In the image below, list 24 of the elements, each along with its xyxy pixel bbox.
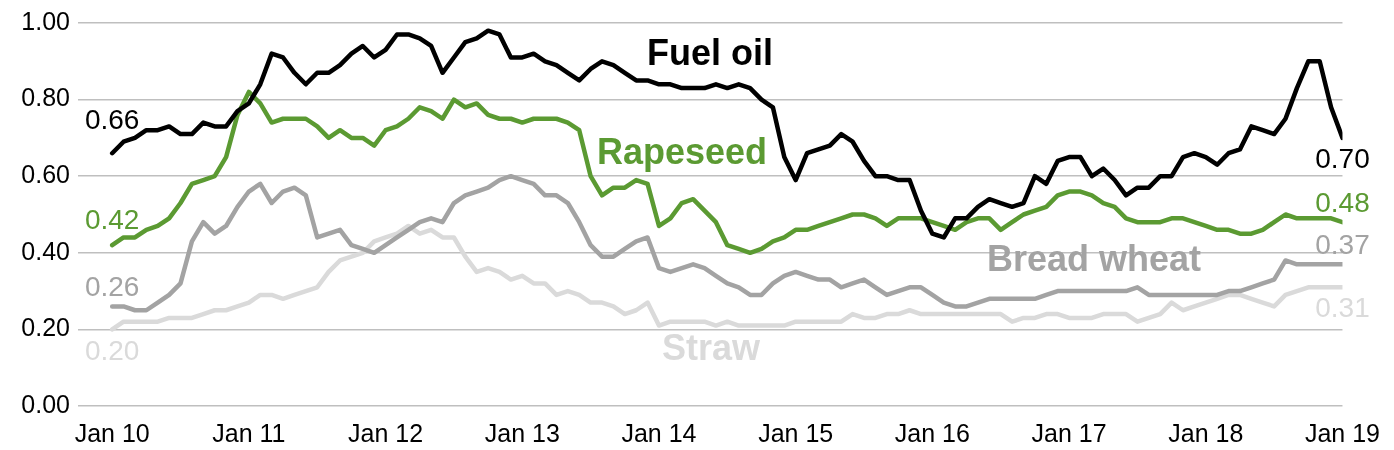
x-tick-label: Jan 17 [1031, 418, 1107, 447]
x-tick-label: Jan 15 [758, 418, 834, 447]
y-tick-label: 0.60 [21, 160, 70, 189]
data-label: 0.48 [1315, 187, 1370, 219]
data-label: 0.66 [84, 104, 140, 136]
x-tick-label: Jan 13 [484, 418, 560, 447]
data-label: 0.26 [84, 271, 140, 303]
x-tick-label: Jan 19 [1304, 418, 1380, 447]
x-tick-label: Jan 10 [74, 418, 150, 447]
x-tick-label: Jan 16 [894, 418, 970, 447]
y-tick-label: 1.00 [21, 6, 70, 35]
x-tick-label: Jan 12 [348, 418, 424, 447]
data-label: 0.42 [84, 204, 140, 236]
x-tick-label: Jan 14 [621, 418, 697, 447]
data-label: 0.70 [1315, 143, 1370, 175]
x-tick-label: Jan 18 [1168, 418, 1244, 447]
series-label: Fuel oil [647, 31, 773, 73]
y-tick-label: 0.40 [21, 236, 70, 265]
data-label: 0.37 [1315, 229, 1370, 261]
y-tick-label: 0.80 [21, 83, 70, 112]
y-tick-label: 0.20 [21, 313, 70, 342]
y-tick-label: 0.00 [21, 389, 70, 418]
series-label: Rapeseed [597, 131, 768, 173]
x-tick-label: Jan 11 [212, 418, 286, 447]
